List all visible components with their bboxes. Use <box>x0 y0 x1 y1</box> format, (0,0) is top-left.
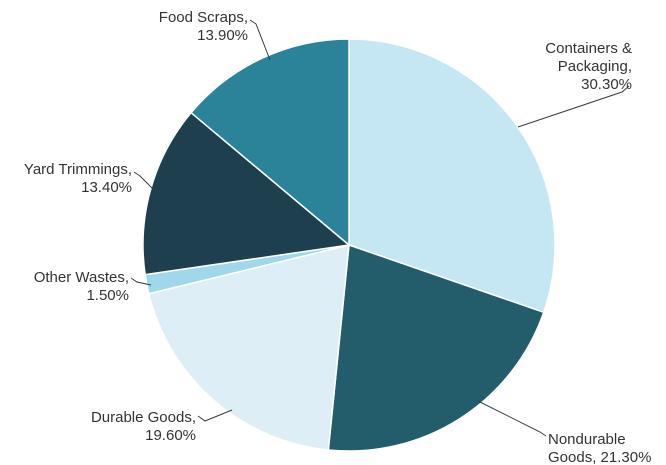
pie-slice-food-scraps <box>190 38 350 247</box>
slice-label-line: 13.40% <box>81 179 132 196</box>
leader-line-durable-goods <box>197 409 233 422</box>
slice-label-nondurable-goods: Nondurable Goods, 21.30% <box>548 431 651 465</box>
leader-line-yard-trimmings <box>133 171 155 191</box>
slice-label-line: Nondurable <box>548 431 626 448</box>
slice-label-line: Goods, 21.30% <box>548 449 651 465</box>
slice-label-line: Packaging, <box>558 58 632 75</box>
slice-label-line: Yard Trimmings, <box>24 161 132 178</box>
leader-line-containers-packaging <box>517 85 630 128</box>
pie-slice-nondurable-goods <box>327 243 545 452</box>
slice-label-line: 30.30% <box>581 76 632 93</box>
slice-label-line: 1.50% <box>86 287 129 304</box>
pie-labels: Containers & Packaging, 30.30% Nondurable Go… <box>24 9 651 465</box>
slice-label-line: Durable Goods, <box>91 409 196 426</box>
slice-label-line: Other Wastes, <box>34 269 129 286</box>
slice-label-yard-trimmings: Yard Trimmings, 13.40% <box>24 161 132 196</box>
pie-slice-durable-goods <box>147 244 350 451</box>
pie-slice-containers-packaging <box>348 38 556 314</box>
slice-label-durable-goods: Durable Goods, 19.60% <box>91 409 196 444</box>
slice-label-line: Food Scraps, <box>159 9 248 26</box>
pie-slice-yard-trimmings <box>142 111 351 276</box>
slice-label-food-scraps: Food Scraps, 13.90% <box>159 9 248 44</box>
leader-line-other-wastes <box>130 277 152 286</box>
slice-label-other-wastes: Other Wastes, 1.50% <box>34 269 129 304</box>
pie-slices <box>142 38 556 452</box>
slice-label-line: Containers & <box>545 40 632 57</box>
leader-line-nondurable-goods <box>477 400 547 437</box>
leader-line-food-scraps <box>249 19 271 61</box>
slice-label-containers-packaging: Containers & Packaging, 30.30% <box>545 40 632 93</box>
slice-label-line: 13.90% <box>197 27 248 44</box>
slice-label-line: 19.60% <box>145 427 196 444</box>
